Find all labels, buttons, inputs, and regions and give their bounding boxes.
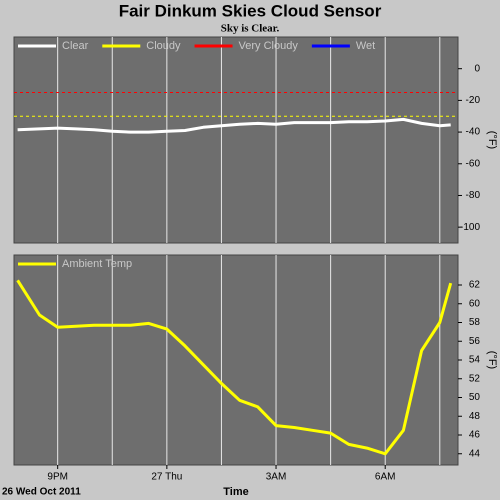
y-tick-label: 50 [469, 392, 481, 403]
subtitle: Sky is Clear. [221, 23, 280, 35]
y-tick-label: 52 [469, 373, 481, 384]
y-tick-label: 60 [469, 298, 481, 309]
y-axis-label: (°F) [486, 131, 498, 149]
date-label: 26 Wed Oct 2011 [2, 487, 81, 498]
y-tick-label: 46 [469, 430, 481, 441]
legend-label: Very Cloudy [239, 40, 299, 52]
y-axis-label: (°F) [486, 351, 498, 369]
y-tick-label: 48 [469, 411, 481, 422]
x-axis-label: Time [223, 486, 248, 498]
y-tick-label: 56 [469, 336, 481, 347]
legend-label: Ambient Temp [62, 258, 132, 270]
y-tick-label: -60 [466, 158, 481, 169]
plot-area [13, 254, 459, 466]
x-tick-label: 6AM [375, 472, 396, 483]
x-tick-label: 3AM [266, 472, 287, 483]
y-tick-label: 44 [469, 448, 481, 459]
y-tick-label: -20 [466, 95, 481, 106]
y-tick-label: -80 [466, 190, 481, 201]
data-line [16, 279, 453, 456]
legend-label: Clear [62, 40, 89, 52]
chart-title: Fair Dinkum Skies Cloud Sensor [119, 1, 382, 20]
y-tick-label: -40 [466, 127, 481, 138]
y-tick-label: 0 [474, 63, 480, 74]
legend-label: Cloudy [146, 40, 181, 52]
legend-label: Wet [356, 40, 375, 52]
x-tick-label: 27 Thu [151, 472, 182, 483]
y-tick-label: 54 [469, 355, 481, 366]
plot-area [13, 36, 459, 244]
data-line [17, 117, 451, 134]
y-tick-label: 58 [469, 317, 481, 328]
y-tick-label: -100 [460, 222, 480, 233]
x-tick-label: 9PM [47, 472, 68, 483]
y-tick-label: 62 [469, 280, 481, 291]
